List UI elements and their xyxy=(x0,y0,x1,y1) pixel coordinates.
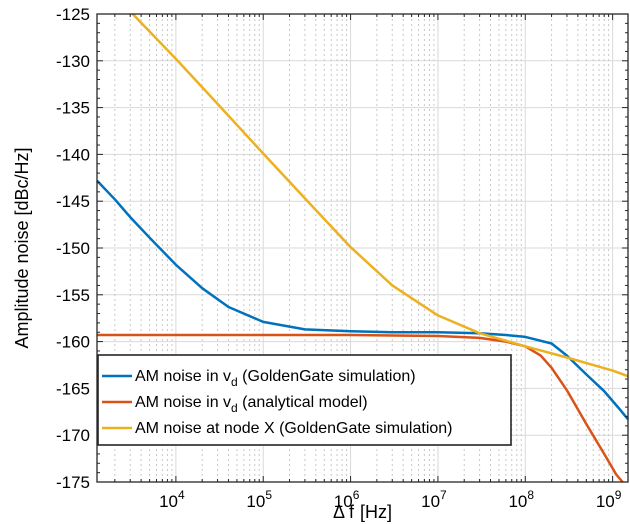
x-tick-label: 104 xyxy=(159,488,185,511)
legend-label: AM noise in vd (analytical model) xyxy=(135,394,368,415)
x-tick-label: 107 xyxy=(421,488,447,511)
x-tick-exponent: 7 xyxy=(440,488,447,502)
y-tick-label: -165 xyxy=(56,379,90,398)
x-tick-label: 106 xyxy=(334,488,360,511)
y-tick-label: -150 xyxy=(56,239,90,258)
x-tick-exponent: 6 xyxy=(353,488,360,502)
x-tick-exponent: 5 xyxy=(265,488,272,502)
x-tick-exponent: 9 xyxy=(615,488,622,502)
legend-label-rest: (analytical model) xyxy=(238,394,368,411)
legend-label: AM noise at node X (GoldenGate simulatio… xyxy=(135,420,453,437)
y-tick-label: -130 xyxy=(56,52,90,71)
legend: AM noise in vd (GoldenGate simulation)AM… xyxy=(97,354,512,446)
y-axis-label: Amplitude noise [dBc/Hz] xyxy=(12,147,32,348)
y-tick-label: -135 xyxy=(56,99,90,118)
y-tick-label: -155 xyxy=(56,286,90,305)
x-axis-label-symbol: Δ f xyxy=(333,502,355,522)
y-tick-label: -160 xyxy=(56,333,90,352)
series-line xyxy=(96,179,629,421)
x-tick-base: 10 xyxy=(596,492,615,511)
y-tick-label: -175 xyxy=(56,473,90,492)
series-line xyxy=(131,13,629,378)
x-tick-exponent: 4 xyxy=(178,488,185,502)
x-tick-base: 10 xyxy=(246,492,265,511)
y-tick-label: -145 xyxy=(56,192,90,211)
legend-label-main: AM noise in v xyxy=(135,394,231,411)
x-axis-label-unit: [Hz] xyxy=(360,502,392,522)
ticks: -125 -130 -135 -140 -145 -150 -155 -160 -165 -170… xyxy=(56,5,628,511)
y-tick-label: -125 xyxy=(56,5,90,24)
x-tick-label: 108 xyxy=(508,488,534,511)
y-tick-label: -140 xyxy=(56,145,90,164)
x-axis-label: Δ f [Hz] xyxy=(333,502,392,522)
series-line xyxy=(97,333,624,483)
legend-label-main: AM noise in v xyxy=(135,368,231,385)
legend-label-main: AM noise at node X (GoldenGate simulatio… xyxy=(135,420,453,437)
y-tick-label: -170 xyxy=(56,426,90,445)
x-tick-base: 10 xyxy=(334,492,353,511)
x-tick-label: 109 xyxy=(596,488,622,511)
legend-box xyxy=(97,354,512,446)
x-tick-label: 105 xyxy=(246,488,272,511)
x-tick-exponent: 8 xyxy=(527,488,534,502)
legend-label-subscript: d xyxy=(231,401,238,415)
series-layer xyxy=(96,13,629,483)
legend-label: AM noise in vd (GoldenGate simulation) xyxy=(135,368,416,389)
x-tick-base: 10 xyxy=(508,492,527,511)
x-tick-base: 10 xyxy=(421,492,440,511)
legend-label-subscript: d xyxy=(231,375,238,389)
x-tick-base: 10 xyxy=(159,492,178,511)
legend-label-rest: (GoldenGate simulation) xyxy=(238,368,416,385)
